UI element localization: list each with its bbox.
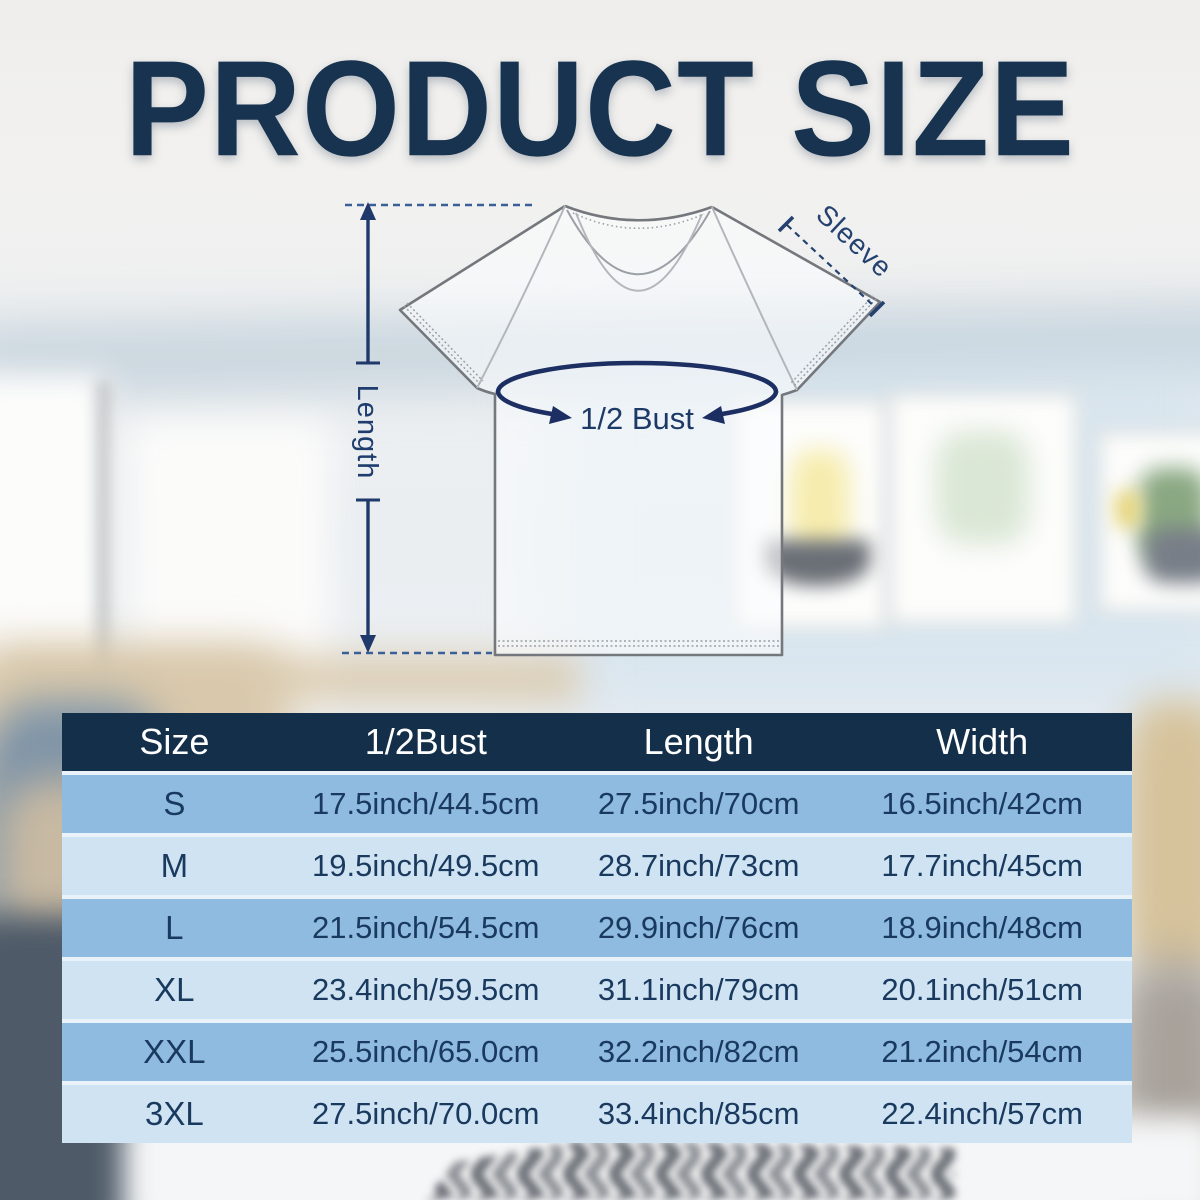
length-cell: 31.1inch/79cm bbox=[597, 972, 800, 1007]
length-cell: 27.5inch/70cm bbox=[597, 786, 800, 821]
right-tan-object bbox=[1122, 700, 1200, 980]
length-cell: 32.2inch/82cm bbox=[597, 1034, 800, 1069]
width-cell: 21.2inch/54cm bbox=[881, 1034, 1083, 1069]
table-row: 3XL 27.5inch/70.0cm 33.4inch/85cm 22.4in… bbox=[62, 1081, 1132, 1143]
art-cactus bbox=[1138, 468, 1200, 563]
bust-cell: 25.5inch/65.0cm bbox=[312, 1034, 540, 1069]
zigzag-pillow bbox=[425, 1140, 955, 1200]
width-cell: 22.4inch/57cm bbox=[881, 1096, 1083, 1131]
cuff-stitch-right bbox=[790, 295, 877, 387]
bust-cell: 23.4inch/59.5cm bbox=[312, 972, 540, 1007]
size-table-body: S 17.5inch/44.5cm 27.5inch/70cm 16.5inch… bbox=[62, 771, 1132, 1143]
size-cell: XXL bbox=[143, 1033, 206, 1070]
page-title: PRODUCT SIZE bbox=[124, 32, 1076, 185]
table-row: XXL 25.5inch/65.0cm 32.2inch/82cm 21.2in… bbox=[62, 1019, 1132, 1081]
size-cell: S bbox=[163, 785, 186, 822]
width-cell: 20.1inch/51cm bbox=[881, 972, 1083, 1007]
bust-label: 1/2 Bust bbox=[580, 401, 694, 436]
length-label: Length bbox=[351, 385, 383, 480]
bust-dimension bbox=[495, 360, 779, 417]
column-header-length: Length bbox=[643, 721, 754, 762]
tshirt-body bbox=[400, 206, 880, 655]
size-table-header: Size 1/2Bust Length Width bbox=[62, 713, 1132, 771]
window-frame-edge bbox=[96, 380, 112, 700]
width-cell: 18.9inch/48cm bbox=[881, 910, 1083, 945]
length-cell: 33.4inch/85cm bbox=[597, 1096, 800, 1131]
size-table: Size 1/2Bust Length Width S 17.5inch/44.… bbox=[62, 713, 1132, 1143]
column-header-width: Width bbox=[936, 721, 1029, 762]
bust-cell: 21.5inch/54.5cm bbox=[312, 910, 540, 945]
bust-arrowheads bbox=[549, 406, 725, 424]
width-cell: 17.7inch/45cm bbox=[881, 848, 1083, 883]
size-cell: L bbox=[165, 909, 184, 946]
bust-cell: 19.5inch/49.5cm bbox=[312, 848, 540, 883]
collar-band-outer bbox=[566, 209, 711, 276]
art-plant-sketch bbox=[935, 430, 1030, 545]
neckline-back bbox=[564, 204, 713, 222]
size-cell: M bbox=[160, 847, 189, 884]
table-row: M 19.5inch/49.5cm 28.7inch/73cm 17.7inch… bbox=[62, 833, 1132, 895]
table-row: XL 23.4inch/59.5cm 31.1inch/79cm 20.1inc… bbox=[62, 957, 1132, 1019]
tshirt-measurement-diagram: Length Sleeve 1/2 Bust bbox=[342, 198, 899, 657]
column-header-bust: 1/2Bust bbox=[364, 721, 487, 762]
cuff-stitch-left bbox=[403, 302, 484, 385]
armhole-left bbox=[476, 205, 566, 389]
bust-cell: 27.5inch/70.0cm bbox=[312, 1096, 540, 1131]
hem-stitch bbox=[498, 640, 779, 647]
width-cell: 16.5inch/42cm bbox=[881, 786, 1083, 821]
tshirt-outline bbox=[398, 204, 882, 657]
size-cell: 3XL bbox=[144, 1095, 204, 1132]
size-cell: XL bbox=[154, 971, 195, 1008]
window-left bbox=[0, 375, 110, 705]
art-cactus-pot bbox=[1145, 528, 1200, 583]
length-dimension-arrow bbox=[356, 202, 380, 653]
length-cell: 28.7inch/73cm bbox=[597, 848, 800, 883]
sleeve-dimension bbox=[777, 215, 886, 318]
table-row: L 21.5inch/54.5cm 29.9inch/76cm 18.9inch… bbox=[62, 895, 1132, 957]
door-panel bbox=[130, 420, 330, 710]
bust-cell: 17.5inch/44.5cm bbox=[312, 786, 540, 821]
length-cell: 29.9inch/76cm bbox=[597, 910, 800, 945]
armhole-right bbox=[711, 206, 798, 391]
picture-frame-right bbox=[1100, 433, 1200, 611]
art-yellow-dot bbox=[1115, 490, 1141, 528]
collar-band-inner bbox=[575, 212, 703, 292]
column-header-size: Size bbox=[139, 721, 210, 762]
picture-frame-center bbox=[890, 395, 1076, 623]
table-row: S 17.5inch/44.5cm 27.5inch/70cm 16.5inch… bbox=[62, 771, 1132, 833]
